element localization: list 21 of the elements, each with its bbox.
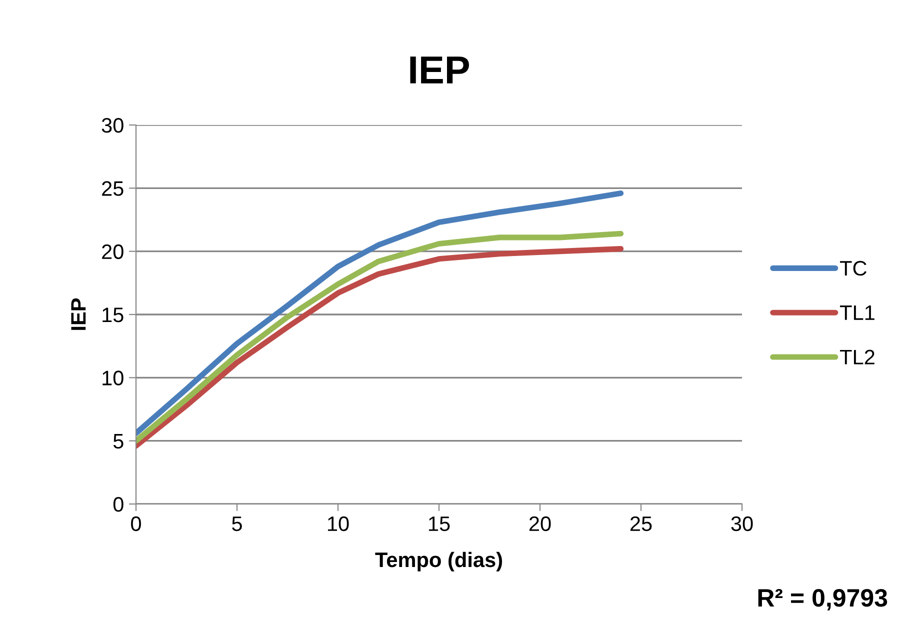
x-tick-label: 10 xyxy=(328,516,349,532)
y-tick-label: 30 xyxy=(102,118,124,133)
x-tick-label: 25 xyxy=(630,516,652,532)
y-axis-title: IEP xyxy=(71,298,86,330)
x-tick-label: 0 xyxy=(131,516,141,532)
text: R² = 0,9793 xyxy=(758,589,888,610)
legend-label: TL1 xyxy=(840,306,874,320)
x-axis-title: Tempo (dias) xyxy=(375,552,502,572)
x-tick-label: 20 xyxy=(529,516,551,532)
y-tick-label: 10 xyxy=(102,370,124,386)
x-tick-label: 5 xyxy=(232,516,242,532)
legend-label: TC xyxy=(840,260,867,276)
y-tick-label: 20 xyxy=(102,244,124,260)
legend-label: TL2 xyxy=(840,350,874,364)
chart-title: IEP xyxy=(410,56,470,84)
y-tick-label: 15 xyxy=(102,308,124,322)
y-tick-label: 0 xyxy=(113,497,124,512)
x-tick-label: 15 xyxy=(429,516,450,532)
x-tick-label: 30 xyxy=(731,516,753,532)
y-tick-label: 25 xyxy=(102,181,124,196)
y-tick-label: 5 xyxy=(113,434,124,449)
